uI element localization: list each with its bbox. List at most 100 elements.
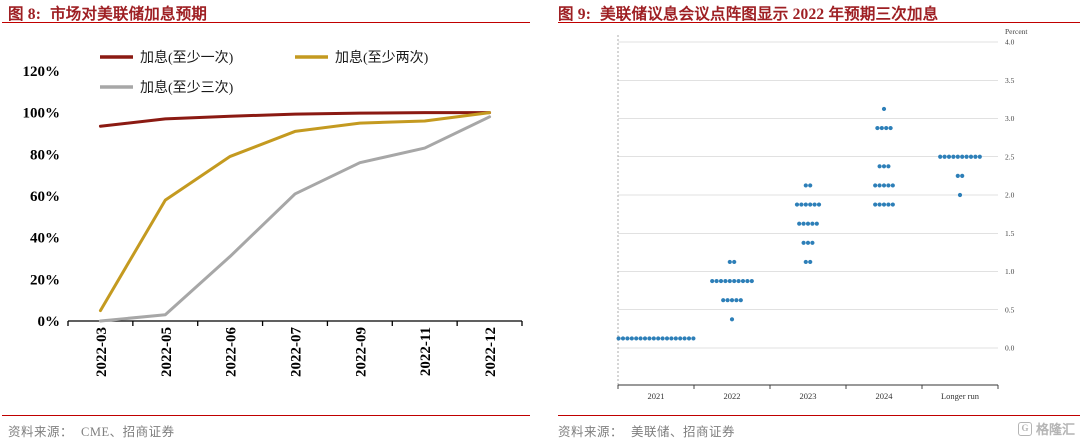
figure9-title-rule [558,22,1080,23]
gelonghui-logo-icon: G [1017,421,1032,436]
fomc-dot [964,154,969,159]
fomc-dot [682,336,687,341]
figure9-title-text: 美联储议息会议点阵图显示 2022 年预期三次加息 [600,6,939,23]
figure8-label: 图 8: [8,6,42,23]
fomc-dot [616,336,621,341]
right-tick-label: 3.0 [1005,114,1015,123]
fomc-dot [710,278,715,284]
figure8-footer-rule [2,415,530,416]
fomc-dot [808,259,813,265]
figure8-title-text: 市场对美联储加息预期 [50,6,208,23]
fomc-dot [736,278,741,284]
source-text: 美联储、招商证券 [631,425,736,439]
fomc-dot [960,154,965,159]
fomc-dot [973,154,978,159]
legend-label: 加息(至少三次) [140,79,234,96]
x-category-label: 2022 [724,391,741,401]
fomc-dot [884,125,889,131]
fomc-dot [714,278,719,284]
x-category-label: 2024 [876,391,894,401]
fomc-dot [960,173,965,178]
gelonghui-watermark: G 格隆汇 [1017,419,1075,438]
y-tick-label: 0% [38,314,61,330]
fomc-dot [638,336,643,341]
x-category-label: 2021 [648,391,665,401]
fomc-dot [801,240,806,245]
fomc-dot [805,240,811,245]
fomc-dot [803,259,808,265]
fomc-dot [810,240,815,245]
fomc-dot [749,278,754,284]
x-category-label: Longer run [941,391,980,401]
x-tick-label: 2022-09 [353,327,369,377]
x-tick-label: 2022-07 [289,327,305,377]
figure9-footer-rule [558,415,1080,416]
y-tick-label: 60% [30,189,60,205]
fomc-dot-plot-chart: 4.0 3.5 3.0 2.5 2.0 1.5 1.0 0.5 0.0 Percent 2021 20… [616,27,1028,401]
fomc-dot [803,183,808,188]
fomc-dot [673,336,678,341]
fomc-dot [873,202,878,207]
figure8-panel: 图 8: 市场对美联储加息预期 0% 20% 40% 60% 80% 100% 120% 202… [2,6,530,440]
source-label: 资料来源： [558,425,624,439]
figure8-source: 资料来源： CME、招商证券 [8,421,175,440]
fomc-dot [727,259,732,265]
fomc-dot [732,278,737,284]
fomc-dot [805,221,811,226]
fomc-dot [651,336,656,341]
fomc-dot [729,317,735,322]
right-tick-label: 2.5 [1005,152,1015,161]
fomc-dot [718,278,724,284]
series-line [98,111,492,128]
source-label: 资料来源： [8,425,74,439]
fomc-dot [801,221,806,226]
figure9-panel: 图 9: 美联储议息会议点阵图显示 2022 年预期三次加息 4.0 3.5 3.0 2… [540,0,1080,442]
x-tick-label: 2022-05 [159,327,175,377]
fomc-dot [740,278,746,284]
legend-label: 加息(至少两次) [335,49,429,66]
right-tick-label: 3.5 [1005,76,1015,85]
fomc-dot [877,164,882,169]
legend-label: 加息(至少一次) [140,49,234,66]
x-tick-label: 2022-12 [483,327,499,377]
y-tick-label: 120% [23,64,61,80]
fomc-dot [942,154,947,159]
fomc-dot [629,336,634,341]
fomc-dot [634,336,639,341]
source-text: CME、招商证券 [81,425,175,439]
fomc-dot [814,221,819,226]
fomc-dot [738,298,743,303]
fomc-dot [727,278,732,284]
fomc-dot [951,154,956,159]
fomc-dot [725,298,730,303]
fomc-dot [877,183,882,188]
fomc-dot [620,336,626,341]
y-tick-label: 40% [30,231,60,247]
gelonghui-watermark-text: 格隆汇 [1035,422,1075,437]
fomc-dot [890,202,895,207]
fomc-dot [881,164,887,169]
series-line [98,115,492,323]
percent-axis-label: Percent [1005,27,1028,36]
fomc-dot [647,336,652,341]
figure9-title: 图 9: 美联储议息会议点阵图显示 2022 年预期三次加息 [558,2,938,24]
fomc-dot [686,336,692,341]
fomc-dot [803,202,808,207]
fomc-dot [625,336,630,341]
right-tick-label: 4.0 [1005,38,1015,47]
fomc-dot [642,336,648,341]
fomc-dot [886,202,891,207]
rate-hike-probability-chart: 0% 20% 40% 60% 80% 100% 120% 2022-03 2022-05 2022… [23,49,523,377]
fomc-dot [734,298,739,303]
fomc-dot [799,202,804,207]
fomc-dot [879,125,884,131]
fomc-dot [977,154,982,159]
right-tick-label: 0.5 [1005,305,1015,314]
right-tick-label: 0.0 [1005,344,1015,353]
fomc-dot [816,202,822,207]
fomc-dot [664,336,670,341]
right-tick-label: 2.0 [1005,191,1015,200]
y-tick-label: 80% [30,147,60,163]
fomc-dot [886,183,891,188]
fomc-dot [955,154,960,159]
